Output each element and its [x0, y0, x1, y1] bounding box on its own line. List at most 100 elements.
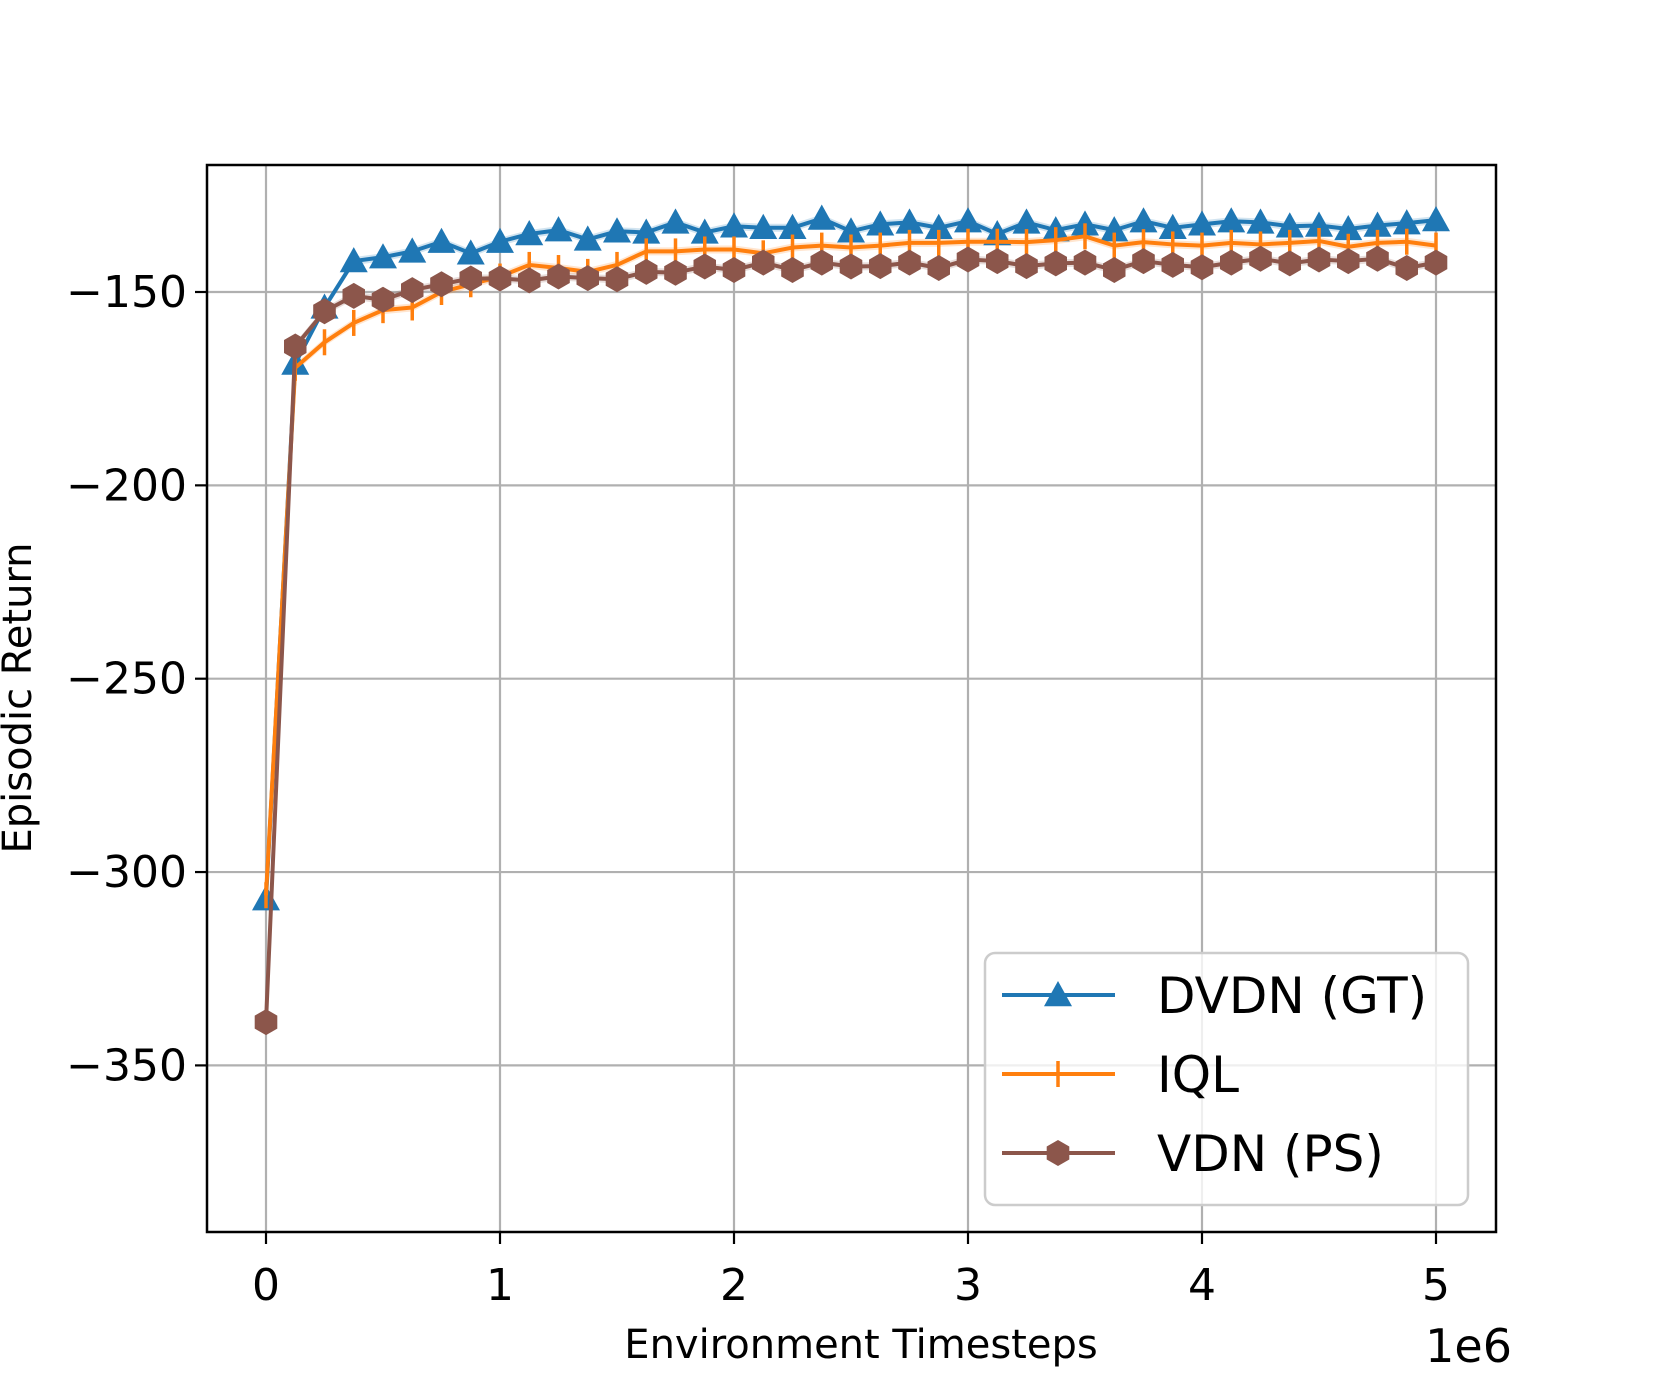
- hexagon-marker: [1249, 245, 1272, 272]
- triangle-marker: [398, 237, 427, 263]
- series-line: [264, 234, 1437, 896]
- triangle-marker: [339, 247, 368, 273]
- triangle-marker: [1044, 981, 1072, 1007]
- series-line: [264, 216, 1437, 900]
- hexagon-marker: [576, 265, 599, 292]
- triangle-marker: [807, 204, 836, 230]
- hexagon-marker: [1190, 254, 1214, 281]
- legend: DVDN (GT) IQL VDN (PS): [983, 951, 1470, 1207]
- triangle-marker: [720, 212, 748, 238]
- y-tick-label: −150: [66, 267, 187, 318]
- triangle-marker: [1217, 207, 1246, 233]
- confidence-band: [266, 254, 1436, 1027]
- hexagon-marker: [1337, 248, 1360, 275]
- hexagon-marker: [1132, 248, 1155, 275]
- hexagon-marker: [898, 249, 921, 276]
- triangle-marker: [690, 218, 719, 244]
- triangle-marker: [661, 208, 690, 234]
- hexagon-marker: [1073, 249, 1097, 276]
- triangle-marker: [1158, 213, 1187, 240]
- triangle-marker: [1363, 211, 1392, 237]
- series-iql: [264, 223, 1438, 909]
- x-tick-label: 4: [1188, 1260, 1216, 1311]
- y-tick-label: −200: [66, 460, 187, 511]
- triangle-marker: [573, 225, 602, 251]
- hexagon-marker: [401, 277, 424, 304]
- triangle-marker: [1305, 211, 1333, 237]
- y-tick-label: −300: [66, 847, 187, 898]
- ticks: 0 1 2 3 4 5 −150 −200 −250 −300 −350: [66, 267, 1450, 1311]
- x-tick-label: 5: [1422, 1260, 1450, 1311]
- hexagon-marker: [459, 265, 482, 292]
- y-tick-label: −350: [66, 1040, 187, 1091]
- triangle-marker: [1129, 207, 1158, 233]
- triangle-marker: [1188, 210, 1216, 236]
- triangle-marker: [486, 227, 514, 253]
- triangle-marker: [603, 217, 631, 243]
- hexagon-marker: [1046, 1140, 1070, 1166]
- triangle-marker: [515, 219, 544, 246]
- legend-entry: IQL: [1002, 1046, 1239, 1104]
- confidence-band: [266, 232, 1436, 900]
- triangle-marker: [895, 208, 924, 234]
- hexagon-marker: [693, 253, 716, 280]
- hexagon-marker: [1044, 250, 1067, 277]
- hexagon-marker: [839, 253, 863, 280]
- triangle-marker: [1100, 216, 1129, 242]
- confidence-band: [266, 214, 1436, 904]
- hexagon-marker: [284, 333, 307, 360]
- hexagon-marker: [1366, 245, 1389, 272]
- hexagon-marker: [371, 286, 395, 313]
- hexagon-marker: [986, 248, 1009, 275]
- hexagon-marker: [254, 1009, 278, 1036]
- x-axis-label: Environment Timesteps: [624, 1322, 1097, 1368]
- legend-label: IQL: [1157, 1046, 1239, 1104]
- triangle-marker: [1071, 210, 1099, 236]
- series-dvdn-gt: [252, 204, 1450, 911]
- hexagon-marker: [956, 246, 980, 273]
- hexagon-marker: [635, 258, 658, 285]
- hexagon-marker: [722, 257, 746, 283]
- x-tick-label: 2: [720, 1260, 748, 1311]
- hexagon-marker: [1395, 255, 1418, 281]
- hexagon-marker: [664, 259, 687, 286]
- triangle-marker: [1012, 208, 1041, 234]
- series-line: [264, 256, 1437, 1023]
- legend-entry: DVDN (GT): [1002, 967, 1427, 1025]
- triangle-marker: [1246, 208, 1275, 234]
- legend-box: [983, 951, 1470, 1207]
- hexagon-marker: [752, 249, 775, 276]
- hexagon-marker: [518, 267, 541, 294]
- x-tick-label: 0: [252, 1260, 280, 1311]
- series-layer: [252, 204, 1450, 1036]
- hexagon-marker: [1015, 253, 1038, 280]
- triangle-marker: [749, 213, 778, 240]
- hexagon-marker: [927, 255, 950, 281]
- triangle-marker: [778, 213, 807, 240]
- y-tick-label: −250: [66, 654, 187, 705]
- triangle-marker: [1392, 209, 1421, 235]
- legend-label: DVDN (GT): [1157, 967, 1427, 1025]
- hexagon-marker: [547, 263, 570, 290]
- hexagon-marker: [1307, 246, 1331, 273]
- hexagon-marker: [313, 298, 336, 325]
- y-axis-label: Episodic Return: [0, 542, 41, 853]
- hexagon-marker: [1220, 249, 1243, 276]
- hexagon-marker: [1424, 249, 1448, 276]
- hexagon-marker: [488, 265, 512, 292]
- hexagon-marker: [342, 282, 365, 309]
- triangle-marker: [456, 239, 485, 265]
- hexagon-marker: [1161, 251, 1184, 278]
- x-offset-label: 1e6: [1425, 1319, 1512, 1373]
- triangle-marker: [837, 217, 865, 243]
- triangle-marker: [427, 227, 456, 253]
- triangle-marker: [1334, 214, 1363, 241]
- triangle-marker: [954, 207, 982, 233]
- x-tick-label: 1: [486, 1260, 514, 1311]
- confidence-bands: [266, 214, 1436, 1027]
- series-vdn-ps: [254, 245, 1448, 1036]
- hexagon-marker: [430, 271, 453, 298]
- triangle-marker: [866, 210, 895, 236]
- triangle-marker: [924, 213, 953, 240]
- legend-label: VDN (PS): [1157, 1125, 1384, 1183]
